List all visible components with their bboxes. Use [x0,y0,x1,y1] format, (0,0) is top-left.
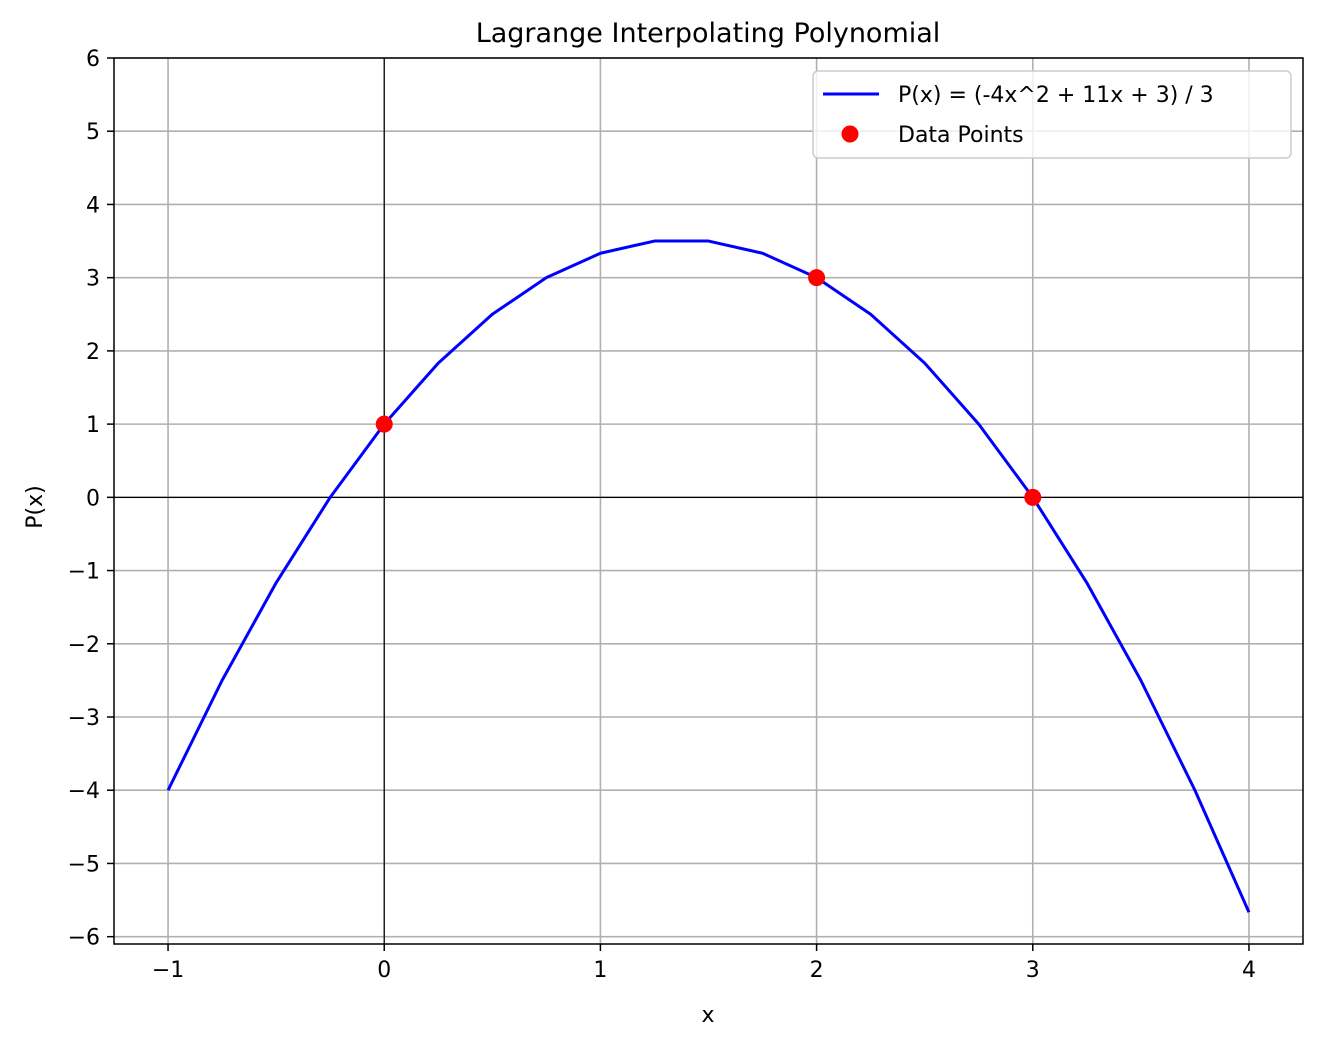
y-tick-label: −1 [68,560,100,585]
y-tick-label: −6 [68,926,100,951]
legend-box [812,70,1292,159]
grid [114,57,1303,944]
legend-label-polynomial: P(x) = (-4x^2 + 11x + 3) / 3 [898,83,1214,108]
x-tick-label: 2 [810,958,824,983]
y-tick-label: 4 [86,193,100,218]
data-point [808,269,826,287]
legend: P(x) = (-4x^2 + 11x + 3) / 3 Data Points [812,70,1292,159]
x-tick-label: 4 [1242,958,1256,983]
y-tick-label: 6 [86,47,100,72]
y-tick-label: −4 [68,779,100,804]
series-line-polynomial [166,239,1251,913]
y-tick-label: 5 [86,120,100,145]
y-axis-label: P(x) [23,485,48,528]
x-tick-label: 3 [1026,958,1040,983]
y-tick-label: −5 [68,852,100,877]
plot-frame [113,57,1304,945]
legend-dot-swatch [841,125,859,143]
ticks: −1 0 1 2 3 4 −6 −5 −4 −3 −2 −1 0 1 2 3 4 5 6 [68,47,1256,983]
y-tick-label: 3 [86,267,100,292]
x-tick-label: 0 [377,958,391,983]
data-point [1024,488,1042,506]
data-point [375,415,393,433]
y-tick-label: 2 [86,340,100,365]
x-tick-label: 1 [593,958,607,983]
chart-title: Lagrange Interpolating Polynomial [476,18,941,49]
y-tick-label: −2 [68,633,100,658]
x-axis-label: x [701,1003,714,1028]
y-tick-label: 0 [86,486,100,511]
series [166,239,1251,913]
y-tick-label: −3 [68,706,100,731]
legend-label-data-points: Data Points [898,123,1024,148]
x-tick-label: −1 [152,958,184,983]
y-tick-label: 1 [86,413,100,438]
reference-lines [114,58,1303,944]
